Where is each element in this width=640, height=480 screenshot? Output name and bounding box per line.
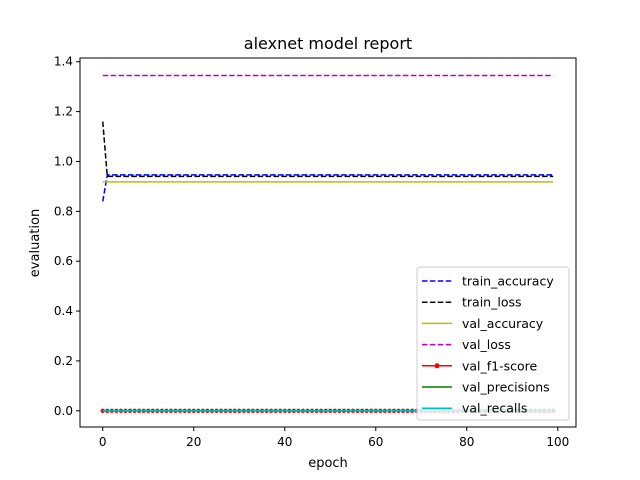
x-axis-label: epoch — [308, 456, 348, 471]
legend-label-train_loss: train_loss — [462, 295, 522, 310]
series-line-train_accuracy — [102, 174, 554, 202]
legend-label-train_accuracy: train_accuracy — [462, 274, 554, 289]
plot-area-frame — [79, 57, 577, 428]
y-axis-label: evaluation — [28, 209, 43, 277]
chart-title: alexnet model report — [244, 34, 412, 53]
y-tick-label: 0.8 — [54, 204, 73, 218]
y-tick-label: 1.2 — [54, 105, 73, 119]
legend-frame — [416, 266, 570, 421]
ticks-layer: 0 20 40 60 80 100 0.0 0.2 0.4 0.6 0.8 1.0 1.2 1.4 — [54, 55, 569, 449]
y-tick-label: 1.4 — [54, 55, 73, 69]
x-tick-label: 0 — [99, 435, 107, 449]
legend-label-val_f1-score: val_f1-score — [462, 358, 538, 373]
y-tick-label: 0.4 — [54, 304, 73, 318]
x-tick-label: 80 — [459, 435, 474, 449]
y-tick-label: 0.2 — [54, 354, 73, 368]
legend-label-val_loss: val_loss — [462, 337, 511, 352]
legend-label-val_accuracy: val_accuracy — [462, 316, 544, 331]
legend-marker-val_f1-score — [434, 363, 440, 369]
legend-label-val_precisions: val_precisions — [462, 380, 550, 395]
y-tick-label: 0.6 — [54, 254, 73, 268]
x-tick-label: 100 — [546, 435, 569, 449]
legend: train_accuracy train_loss val_accuracy val_… — [416, 266, 570, 421]
x-tick-label: 40 — [277, 435, 292, 449]
x-tick-label: 20 — [186, 435, 201, 449]
y-tick-label: 0.0 — [54, 404, 73, 418]
legend-label-val_recalls: val_recalls — [462, 401, 527, 416]
x-tick-label: 60 — [368, 435, 383, 449]
y-tick-label: 1.0 — [54, 154, 73, 168]
